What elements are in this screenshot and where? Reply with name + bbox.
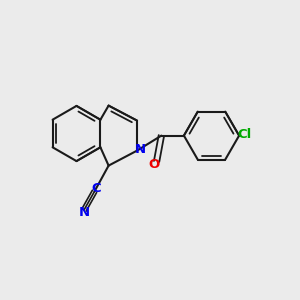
Text: C: C: [91, 182, 101, 196]
Text: O: O: [148, 158, 160, 172]
Text: Cl: Cl: [237, 128, 252, 141]
Text: N: N: [78, 206, 90, 219]
Text: N: N: [135, 142, 146, 156]
